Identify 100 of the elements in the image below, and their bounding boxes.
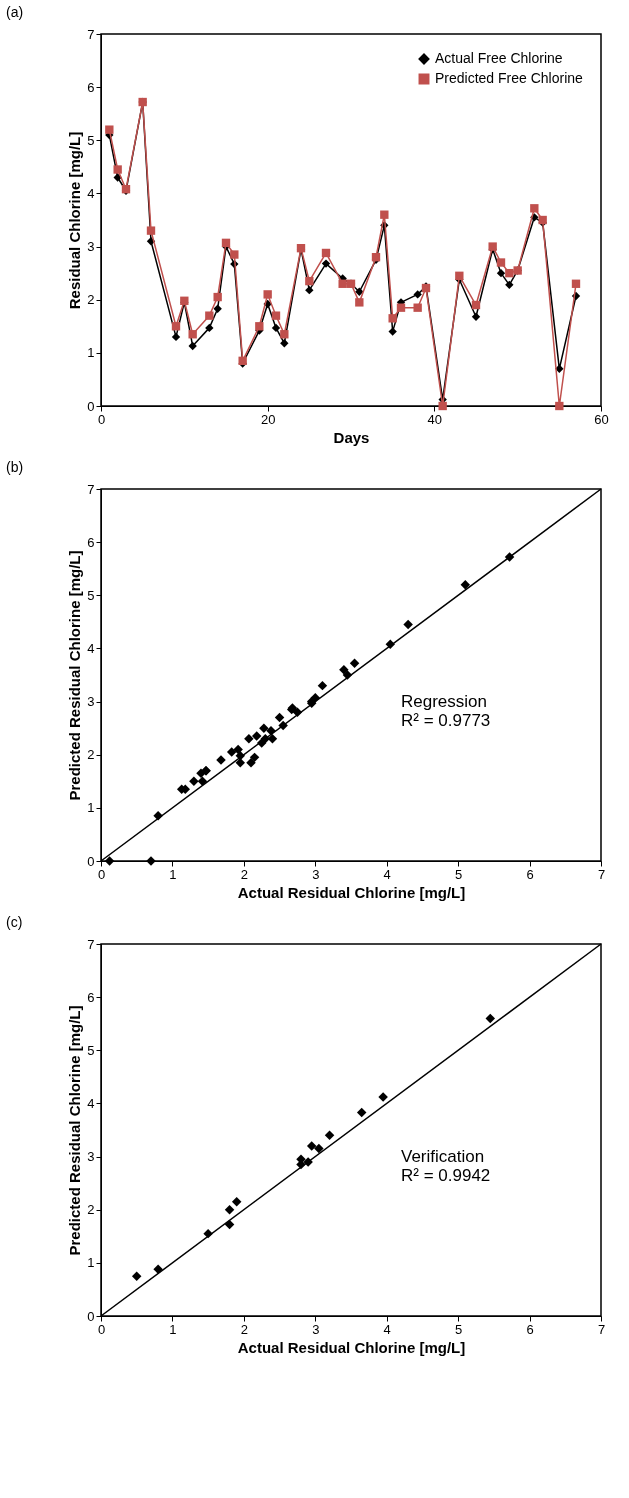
y-tick-label: 1 — [87, 800, 95, 816]
point — [355, 287, 364, 296]
x-tick-label: 7 — [597, 866, 606, 882]
point — [271, 323, 281, 333]
point — [356, 1107, 367, 1118]
x-tick-label: 0 — [97, 1321, 106, 1337]
point — [471, 312, 481, 321]
point — [205, 311, 214, 320]
x-tick-label: 2 — [240, 1321, 248, 1337]
x-tick-label: 1 — [169, 866, 177, 882]
point — [460, 579, 471, 590]
y-axis-title: Residual Chlorine [mg/L] — [66, 131, 84, 310]
point — [571, 279, 581, 288]
point — [413, 303, 422, 312]
y-tick-label: 5 — [87, 132, 95, 148]
point — [355, 298, 364, 307]
y-tick-label: 0 — [87, 853, 95, 869]
point — [221, 238, 231, 248]
point — [213, 292, 222, 302]
point — [271, 311, 281, 320]
x-axis-title: Days — [333, 428, 370, 446]
y-tick-label: 6 — [87, 79, 95, 95]
x-tick-label: 4 — [383, 866, 391, 882]
x-tick-label: 20 — [260, 411, 276, 427]
point — [131, 1271, 142, 1281]
point — [305, 276, 314, 286]
y-axis-title: Predicted Residual Chlorine [mg/L] — [66, 1005, 84, 1256]
point — [104, 856, 115, 866]
point — [113, 173, 122, 182]
point — [455, 271, 464, 280]
point — [171, 322, 181, 331]
point — [263, 290, 272, 299]
point — [505, 280, 514, 290]
point — [213, 304, 222, 313]
x-tick-label: 1 — [169, 1321, 177, 1337]
x-axis-title: Actual Residual Chlorine [mg/L] — [237, 883, 466, 901]
y-tick-label: 5 — [87, 587, 95, 603]
point — [259, 723, 269, 733]
point — [267, 734, 278, 744]
point — [196, 768, 206, 779]
point — [555, 364, 564, 373]
x-tick-label: 7 — [597, 1321, 606, 1337]
y-tick-label: 7 — [87, 481, 95, 497]
point — [226, 747, 237, 757]
point — [505, 268, 514, 278]
x-tick-label: 2 — [240, 866, 248, 882]
y-tick-label: 4 — [87, 1095, 95, 1111]
point — [349, 658, 360, 669]
point — [396, 303, 406, 312]
point — [280, 330, 289, 339]
point — [205, 323, 214, 333]
point — [188, 341, 197, 351]
y-tick-label: 4 — [87, 640, 95, 656]
point — [321, 248, 331, 258]
chart-title: (c) — [6, 914, 23, 930]
point — [485, 1013, 496, 1024]
chart-title: (b) — [6, 459, 24, 475]
y-tick-label: 2 — [87, 747, 95, 763]
x-tick-label: 0 — [97, 866, 106, 882]
point — [471, 300, 481, 310]
point — [246, 757, 256, 768]
y-tick-label: 1 — [87, 345, 95, 361]
point — [255, 322, 264, 331]
legend-label: Predicted Free Chlorine — [435, 70, 584, 86]
point — [305, 285, 314, 295]
chart-title: (a) — [6, 4, 24, 20]
point — [230, 250, 239, 259]
y-tick-label: 3 — [87, 239, 95, 255]
point — [280, 339, 289, 348]
point — [496, 258, 506, 267]
legend-label: Actual Free Chlorine — [435, 50, 563, 66]
y-axis-title: Predicted Residual Chlorine [mg/L] — [66, 550, 84, 801]
y-tick-label: 0 — [87, 1308, 95, 1324]
y-tick-label: 5 — [87, 1042, 95, 1058]
y-tick-label: 0 — [87, 398, 95, 414]
y-tick-label: 3 — [87, 1149, 95, 1165]
point — [171, 332, 181, 342]
point — [224, 1204, 235, 1215]
point — [338, 279, 347, 288]
point — [105, 125, 114, 134]
point — [324, 1130, 335, 1141]
x-tick-label: 5 — [455, 866, 463, 882]
point — [555, 401, 564, 411]
point — [188, 330, 197, 339]
point — [306, 1141, 317, 1151]
point — [388, 327, 397, 336]
point — [231, 1197, 242, 1207]
y-tick-label: 2 — [87, 292, 95, 308]
point — [413, 290, 422, 299]
y-tick-label: 6 — [87, 534, 95, 550]
y-tick-label: 4 — [87, 185, 95, 201]
point — [146, 226, 156, 235]
point — [388, 314, 397, 323]
x-tick-label: 4 — [383, 1321, 391, 1337]
x-axis-title: Actual Residual Chlorine [mg/L] — [237, 1338, 466, 1356]
y-tick-label: 2 — [87, 1202, 95, 1218]
x-tick-label: 40 — [427, 411, 443, 427]
point — [496, 268, 506, 278]
annotation: Regression R² = 0.9773 — [401, 691, 491, 730]
point — [530, 204, 539, 213]
